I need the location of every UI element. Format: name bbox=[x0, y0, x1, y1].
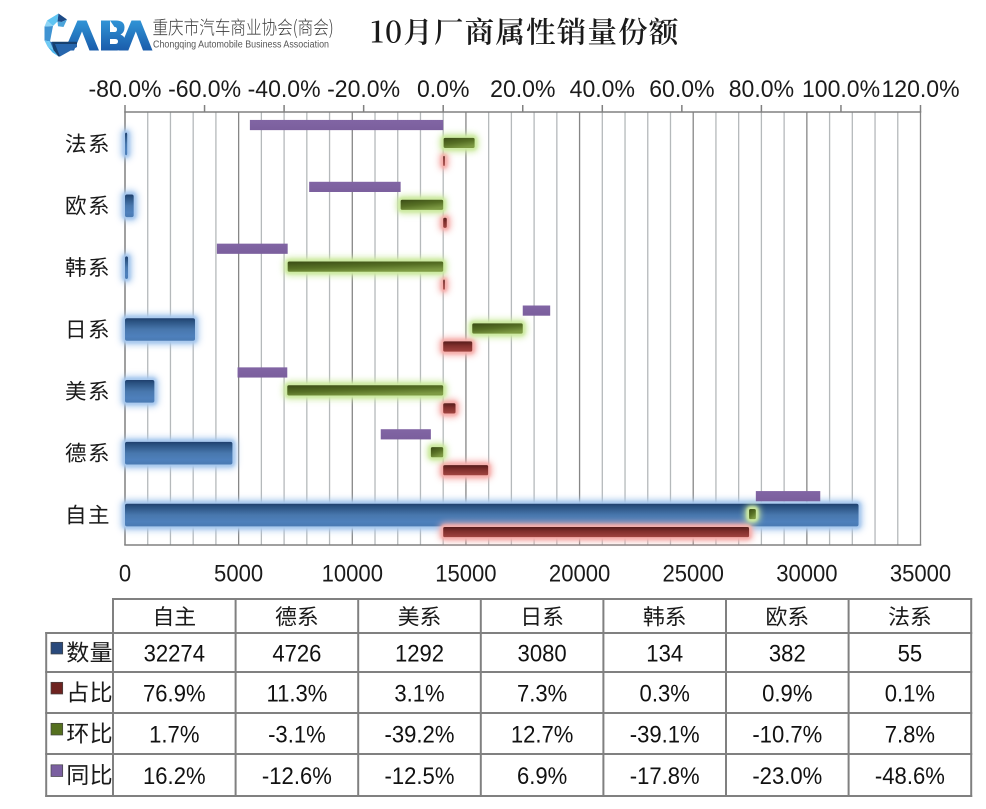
svg-text:12.7%: 12.7% bbox=[511, 721, 574, 748]
svg-text:-39.1%: -39.1% bbox=[630, 721, 700, 748]
svg-text:0.3%: 0.3% bbox=[640, 680, 690, 707]
svg-text:7.3%: 7.3% bbox=[517, 680, 567, 707]
svg-text:11.3%: 11.3% bbox=[266, 680, 327, 707]
svg-text:-3.1%: -3.1% bbox=[268, 721, 326, 748]
svg-text:1.7%: 1.7% bbox=[149, 721, 199, 748]
svg-text:32274: 32274 bbox=[144, 640, 206, 667]
svg-text:Chongqing Automobile Business: Chongqing Automobile Business Associatio… bbox=[153, 40, 329, 51]
svg-text:-48.6%: -48.6% bbox=[875, 762, 945, 789]
svg-text:5000: 5000 bbox=[214, 560, 263, 587]
svg-text:35000: 35000 bbox=[890, 560, 951, 587]
svg-text:80.0%: 80.0% bbox=[729, 75, 794, 102]
svg-text:30000: 30000 bbox=[776, 560, 837, 587]
svg-text:-60.0%: -60.0% bbox=[168, 75, 241, 102]
svg-text:7.8%: 7.8% bbox=[885, 721, 935, 748]
svg-text:15000: 15000 bbox=[435, 560, 496, 587]
svg-text:76.9%: 76.9% bbox=[143, 680, 206, 707]
svg-text:100.0%: 100.0% bbox=[802, 75, 880, 102]
svg-text:3080: 3080 bbox=[518, 640, 567, 667]
svg-text:-20.0%: -20.0% bbox=[327, 75, 400, 102]
svg-text:3.1%: 3.1% bbox=[394, 680, 444, 707]
svg-text:55: 55 bbox=[898, 640, 923, 667]
svg-text:16.2%: 16.2% bbox=[143, 762, 206, 789]
svg-text:60.0%: 60.0% bbox=[649, 75, 714, 102]
svg-text:1292: 1292 bbox=[395, 640, 444, 667]
svg-text:-39.2%: -39.2% bbox=[385, 721, 455, 748]
svg-text:-10.7%: -10.7% bbox=[752, 721, 822, 748]
svg-text:0.9%: 0.9% bbox=[762, 680, 812, 707]
svg-text:-80.0%: -80.0% bbox=[89, 75, 162, 102]
svg-text:-40.0%: -40.0% bbox=[248, 75, 321, 102]
svg-text:382: 382 bbox=[769, 640, 806, 667]
svg-text:0.1%: 0.1% bbox=[885, 680, 935, 707]
svg-text:0.0%: 0.0% bbox=[417, 75, 470, 102]
svg-text:120.0%: 120.0% bbox=[881, 75, 959, 102]
svg-text:20.0%: 20.0% bbox=[490, 75, 555, 102]
svg-text:25000: 25000 bbox=[663, 560, 724, 587]
svg-text:134: 134 bbox=[646, 640, 683, 667]
svg-text:-17.8%: -17.8% bbox=[630, 762, 700, 789]
svg-text:40.0%: 40.0% bbox=[570, 75, 635, 102]
svg-text:-12.6%: -12.6% bbox=[262, 762, 332, 789]
svg-text:10000: 10000 bbox=[322, 560, 383, 587]
svg-text:0: 0 bbox=[119, 560, 131, 587]
svg-text:-23.0%: -23.0% bbox=[752, 762, 822, 789]
svg-text:4726: 4726 bbox=[272, 640, 321, 667]
svg-text:6.9%: 6.9% bbox=[517, 762, 567, 789]
svg-text:-12.5%: -12.5% bbox=[385, 762, 455, 789]
svg-text:20000: 20000 bbox=[549, 560, 610, 587]
